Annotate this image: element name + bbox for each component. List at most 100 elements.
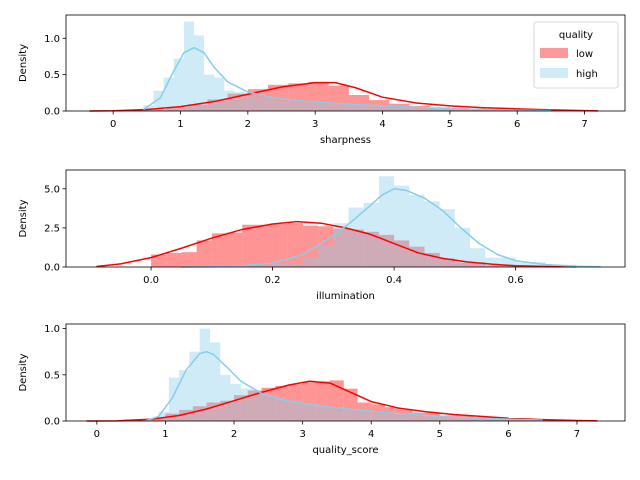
bar-high-3 <box>318 245 334 267</box>
bar-high-16 <box>355 105 383 111</box>
bar-high-18 <box>474 419 509 421</box>
bar-low-16 <box>343 388 358 421</box>
bar-high-15 <box>335 104 356 111</box>
y-tick-label: 0.5 <box>44 370 60 381</box>
bar-high-4 <box>183 21 194 111</box>
bar-low-11 <box>275 385 289 421</box>
x-tick-label: 0 <box>110 119 116 130</box>
bar-high-6 <box>220 374 231 421</box>
x-tick-label: 0.2 <box>265 275 281 286</box>
bar-low-11 <box>333 228 349 267</box>
bar-high-12 <box>274 100 295 111</box>
bar-low-8 <box>287 223 303 267</box>
y-axis-label: Density <box>18 44 29 82</box>
bar-low-13 <box>302 382 317 421</box>
bar-low-2 <box>181 252 197 267</box>
x-tick-label: 0.4 <box>386 275 402 286</box>
bar-low-17 <box>357 402 372 421</box>
bar-low-21 <box>412 412 440 421</box>
legend-box <box>533 21 619 89</box>
bar-low-11 <box>328 85 349 111</box>
y-axis-label: Density <box>18 199 29 237</box>
axes-frame <box>65 323 626 422</box>
bar-high-1 <box>153 90 164 111</box>
bar-high-10 <box>244 95 255 111</box>
histogram-high <box>242 176 601 267</box>
bar-high-15 <box>515 262 547 267</box>
legend-title: quality <box>559 30 593 41</box>
bar-low-16 <box>409 246 425 267</box>
bar-high-12 <box>454 227 471 267</box>
bar-high-5 <box>193 35 205 111</box>
bar-low-10 <box>318 226 334 267</box>
bar-high-12 <box>302 404 320 421</box>
bar-low-15 <box>409 105 430 111</box>
y-tick-label: 1.0 <box>44 324 60 335</box>
bar-high-3 <box>173 58 184 111</box>
legend-swatch-low <box>540 48 568 58</box>
bar-high-15 <box>371 413 406 421</box>
bar-high-2 <box>302 257 319 267</box>
x-tick-label: 1 <box>177 119 183 130</box>
bar-low-9 <box>247 390 262 421</box>
bar-high-2 <box>179 370 190 421</box>
subplot-3: 0 1 2 3 4 5 6 7 0.0 0.5 1.0 quality_score Density <box>18 323 626 456</box>
x-axis-label: sharpness <box>320 135 371 146</box>
legend-label-low: low <box>576 49 593 60</box>
histogram-high <box>143 21 551 111</box>
bar-high-8 <box>240 388 255 421</box>
bar-low-0 <box>151 254 167 267</box>
bar-high-17 <box>382 107 417 111</box>
axes-frame <box>65 169 626 268</box>
bar-low-13 <box>363 231 379 267</box>
x-tick-label: 7 <box>581 119 587 130</box>
bar-high-9 <box>234 92 245 111</box>
kde-line-low <box>89 81 599 112</box>
bar-high-2 <box>163 77 174 111</box>
bar-low-15 <box>394 240 410 267</box>
axes-frame <box>65 14 626 112</box>
bar-low-3 <box>196 240 212 267</box>
bar-low-10 <box>308 81 329 111</box>
bar-high-14 <box>485 257 516 267</box>
bar-low-5 <box>207 99 228 111</box>
x-tick-label: 3 <box>299 429 305 440</box>
bar-high-8 <box>394 185 410 267</box>
y-axis-label: Density <box>18 353 29 391</box>
bar-low-19 <box>454 262 486 267</box>
bar-high-0 <box>143 105 154 111</box>
y-tick-label: 0.5 <box>44 70 60 81</box>
bar-low-3 <box>167 107 188 111</box>
bar-low-2 <box>146 109 168 111</box>
legend: quality low high <box>533 21 619 89</box>
bar-low-12 <box>348 229 364 267</box>
histogram-low <box>151 223 516 267</box>
subplot-2: 0.0 0.2 0.4 0.6 0.0 2.5 5.0 illumination Density <box>18 169 626 302</box>
y-tick-label: 0.0 <box>44 107 60 118</box>
bar-high-14 <box>336 409 372 421</box>
kde-line-high <box>144 350 543 422</box>
bar-high-7 <box>378 176 395 267</box>
bar-low-16 <box>429 107 450 111</box>
bar-high-6 <box>204 74 215 111</box>
x-tick-label: 5 <box>447 119 453 130</box>
bar-low-14 <box>378 234 395 267</box>
bar-high-1 <box>168 377 180 421</box>
bar-low-3 <box>165 413 180 421</box>
bar-high-1 <box>272 263 303 267</box>
bar-high-10 <box>424 201 440 267</box>
bar-low-9 <box>288 83 309 111</box>
kde-line-high <box>143 46 551 112</box>
x-tick-label: 6 <box>505 429 511 440</box>
bar-low-4 <box>211 233 228 267</box>
subplot-1: 0 1 2 3 4 5 6 7 0.0 0.5 1.0 sharpness Density quality… <box>18 14 626 146</box>
bar-low-6 <box>206 402 221 421</box>
bar-low-4 <box>179 409 193 421</box>
y-tick-label: 0.0 <box>44 417 60 428</box>
x-tick-label: 4 <box>368 429 374 440</box>
x-tick-label: 0.0 <box>143 275 159 286</box>
bar-high-13 <box>294 102 316 111</box>
bar-low-1 <box>166 252 182 267</box>
bar-low-18 <box>439 258 455 267</box>
